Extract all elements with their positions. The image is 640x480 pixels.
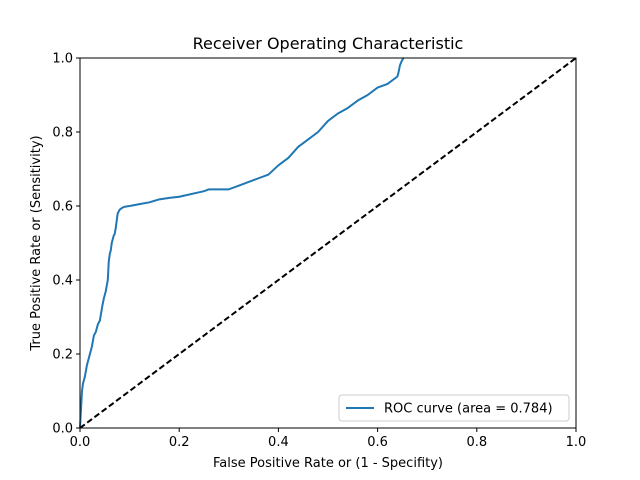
x-tick-label: 1.0 xyxy=(566,435,587,450)
legend-box xyxy=(338,394,570,422)
y-tick-label: 1.0 xyxy=(52,52,73,67)
roc-curve-line xyxy=(79,57,405,429)
legend: ROC curve (area = 0.784) xyxy=(338,394,570,422)
x-tick-label: 0.8 xyxy=(466,435,487,450)
y-tick-label: 0.6 xyxy=(52,200,73,215)
legend-label: ROC curve (area = 0.784) xyxy=(384,402,553,417)
x-axis-label: False Positive Rate or (1 - Specifity) xyxy=(213,456,443,471)
chart-title: Receiver Operating Characteristic xyxy=(193,34,464,53)
y-axis-ticks: 0.0 0.2 0.4 0.6 0.8 1.0 xyxy=(52,52,80,437)
x-tick-label: 0.2 xyxy=(169,435,190,450)
x-tick-label: 0.6 xyxy=(367,435,388,450)
y-axis-label: True Positive Rate or (Sensitivity) xyxy=(29,135,44,351)
y-tick-label: 0.4 xyxy=(52,274,73,289)
y-tick-label: 0.8 xyxy=(52,126,73,141)
plot-area xyxy=(79,57,577,429)
x-tick-label: 0.4 xyxy=(268,435,289,450)
reference-diagonal-line xyxy=(79,57,577,429)
plot-frame xyxy=(79,57,577,429)
y-tick-label: 0.2 xyxy=(52,348,73,363)
y-tick-label: 0.0 xyxy=(52,422,73,437)
x-axis-ticks: 0.0 0.2 0.4 0.6 0.8 1.0 xyxy=(70,428,587,450)
x-tick-label: 0.0 xyxy=(70,435,91,450)
